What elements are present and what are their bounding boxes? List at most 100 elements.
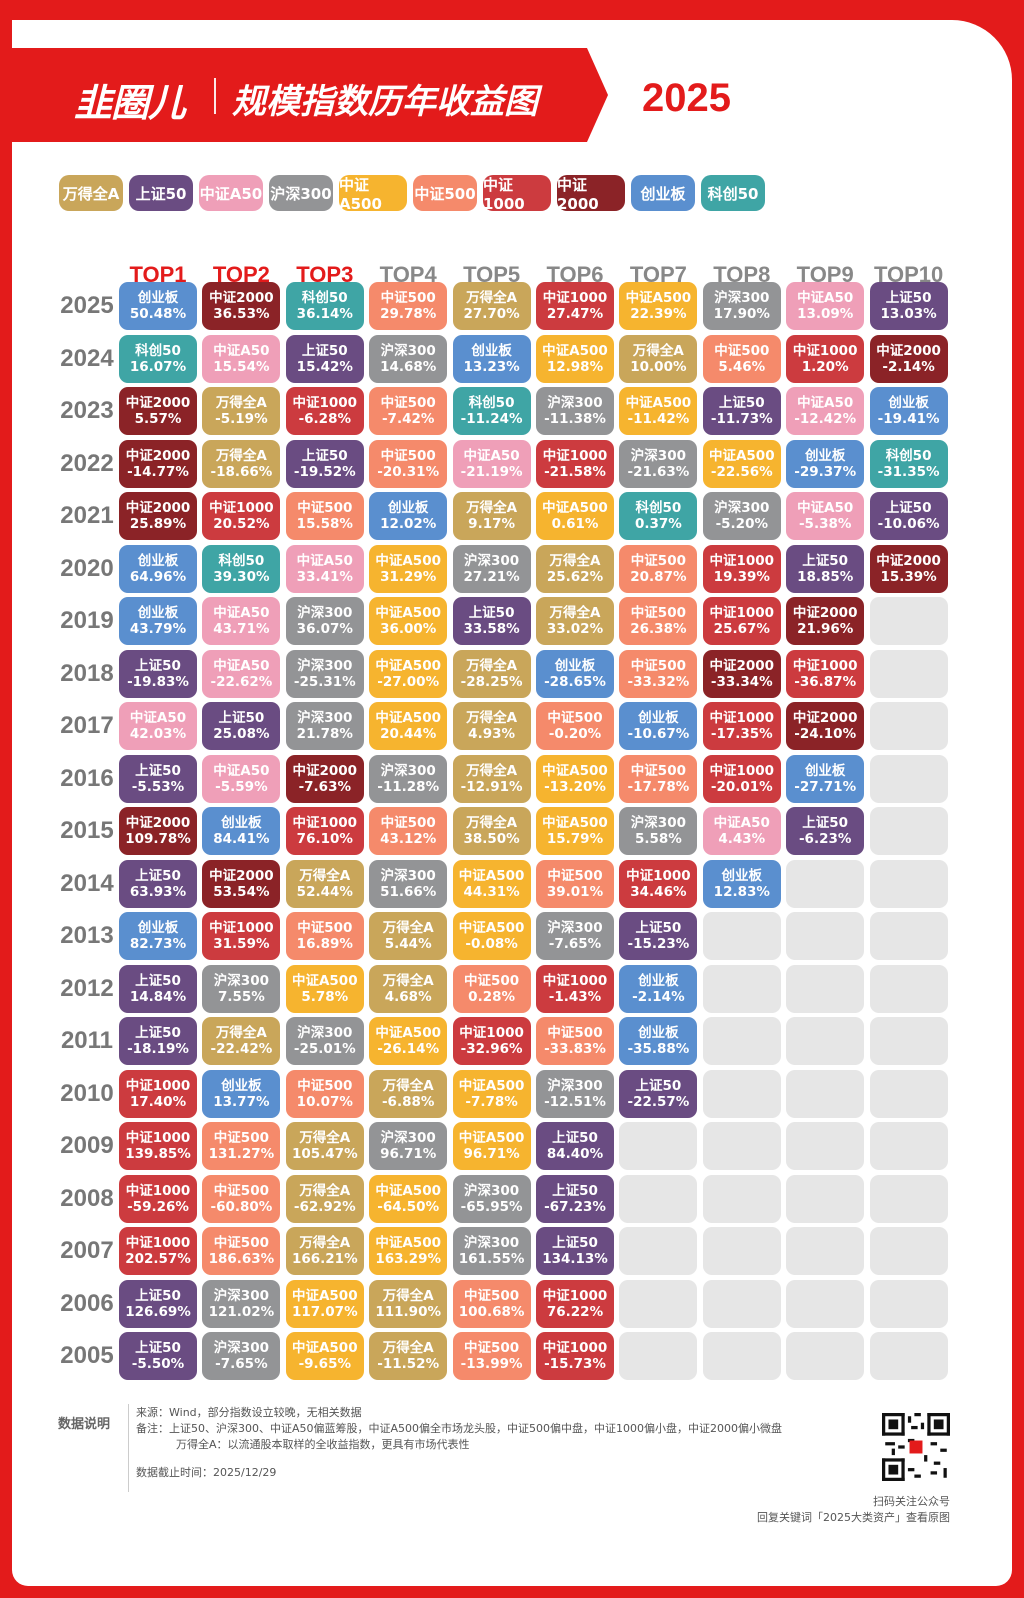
empty-cell xyxy=(869,1122,948,1170)
index-name: 沪深300 xyxy=(380,762,436,779)
index-return: 17.90% xyxy=(713,306,770,322)
index-return-cell: 创业板 82.73% xyxy=(119,912,197,960)
index-return-cell: 上证50 -18.19% xyxy=(119,1017,197,1065)
index-name: 万得全A xyxy=(382,920,434,936)
index-name: 创业板 xyxy=(638,710,679,726)
index-return-cell: 中证A50 -22.62% xyxy=(202,649,281,698)
index-return: -26.14% xyxy=(377,1041,440,1057)
index-return: -9.65% xyxy=(298,1356,352,1372)
index-return: -19.83% xyxy=(127,673,189,690)
index-return-cell: 万得全A 166.21% xyxy=(285,1227,364,1275)
index-return-cell: 沪深300 21.78% xyxy=(285,702,364,750)
index-return: -20.01% xyxy=(710,778,773,795)
index-name: 上证50 xyxy=(885,290,932,306)
index-return-cell: 中证2000 36.53% xyxy=(202,282,281,330)
index-return: 25.08% xyxy=(213,726,270,742)
index-return: 36.00% xyxy=(380,621,437,637)
index-return-cell: 创业板 -29.37% xyxy=(786,439,865,488)
index-return-cell: 中证500 10.07% xyxy=(285,1069,364,1118)
index-return: 26.38% xyxy=(630,621,687,637)
index-name: 万得全A xyxy=(466,290,518,306)
index-return-cell: 中证A50 13.09% xyxy=(786,282,865,330)
page-title: 规模指数历年收益图 xyxy=(232,82,538,122)
index-name: 中证1000 xyxy=(125,1182,191,1199)
index-return-cell: 中证2000 -24.10% xyxy=(786,702,865,750)
empty-cell xyxy=(869,1227,948,1275)
index-return: 34.46% xyxy=(630,883,687,900)
index-name: 中证A500 xyxy=(542,815,608,831)
index-name: 创业板 xyxy=(471,342,512,359)
index-name: 沪深300 xyxy=(380,342,436,359)
index-return-cell: 创业板 84.41% xyxy=(202,807,281,855)
index-name: 上证50 xyxy=(301,447,348,464)
index-name: 中证500 xyxy=(464,1340,520,1356)
empty-cell xyxy=(786,1069,865,1118)
index-name: 沪深300 xyxy=(464,1182,520,1199)
index-name: 创业板 xyxy=(387,500,429,516)
empty-cell xyxy=(786,964,865,1013)
index-return-cell: 中证A50 -5.38% xyxy=(786,492,865,540)
index-name: 创业板 xyxy=(721,867,763,884)
index-return: 0.61% xyxy=(551,516,599,532)
empty-cell xyxy=(702,1279,781,1328)
index-return-cell: 中证A500 -7.78% xyxy=(452,1069,531,1118)
index-return: 15.54% xyxy=(213,358,270,375)
index-return-cell: 中证A50 4.43% xyxy=(702,807,781,855)
qr-hint-2: 回复关键词「2025大类资产」查看原图 xyxy=(757,1511,950,1524)
index-return: 5.78% xyxy=(301,988,349,1005)
year-row-label: 2024 xyxy=(60,344,114,372)
index-return: -6.23% xyxy=(798,831,852,847)
index-return-cell: 沪深300 -25.31% xyxy=(285,649,364,698)
index-return-cell: 中证1000 -15.73% xyxy=(536,1332,614,1380)
index-name: 中证2000 xyxy=(125,815,191,831)
index-return: -22.57% xyxy=(627,1093,690,1110)
index-return-cell: 中证2000 25.89% xyxy=(119,492,197,540)
index-return-cell: 上证50 -19.83% xyxy=(119,649,197,698)
index-name: 创业板 xyxy=(554,657,596,674)
index-name: 中证A500 xyxy=(625,290,692,306)
index-name: 上证50 xyxy=(301,342,348,359)
index-return-cell: 万得全A 105.47% xyxy=(285,1122,364,1170)
empty-cell xyxy=(702,1122,781,1170)
index-name: 沪深300 xyxy=(297,1025,353,1041)
index-name: 万得全A xyxy=(215,447,267,464)
index-return: -24.10% xyxy=(794,726,857,742)
index-return-cell: 中证500 -20.31% xyxy=(369,439,448,488)
year-row-label: 2005 xyxy=(60,1342,114,1369)
index-return-cell: 中证2000 53.54% xyxy=(202,859,281,908)
index-name: 中证1000 xyxy=(709,762,775,779)
index-return-cell: 科创50 36.14% xyxy=(285,282,364,330)
index-name: 中证A500 xyxy=(458,920,525,936)
index-return-cell: 中证1000 31.59% xyxy=(202,912,281,960)
empty-cell xyxy=(702,912,781,960)
index-name: 中证A500 xyxy=(708,447,775,464)
legend-item: 创业板 xyxy=(631,175,695,211)
index-name: 万得全A xyxy=(466,500,518,516)
index-return-cell: 中证1000 -6.28% xyxy=(285,387,364,435)
index-return-cell: 沪深300 27.21% xyxy=(452,544,531,593)
index-return-cell: 上证50 84.40% xyxy=(536,1122,614,1170)
index-return-cell: 上证50 -5.50% xyxy=(119,1332,197,1380)
index-name: 万得全A xyxy=(215,395,267,411)
index-return-cell: 万得全A 27.70% xyxy=(452,282,531,330)
year-row-label: 2013 xyxy=(60,922,114,949)
index-return: -27.00% xyxy=(377,673,440,690)
index-return: 29.78% xyxy=(380,306,437,322)
index-return-cell: 万得全A 33.02% xyxy=(536,597,614,645)
index-return: 42.03% xyxy=(129,726,187,742)
index-return: 25.67% xyxy=(713,621,770,637)
index-return: 31.59% xyxy=(213,936,270,952)
year-row-label: 2020 xyxy=(60,554,114,582)
index-return: -22.56% xyxy=(710,463,773,480)
index-name: 中证A500 xyxy=(625,395,692,411)
index-name: 沪深300 xyxy=(464,552,520,569)
index-return: -27.71% xyxy=(794,778,857,795)
index-return-cell: 沪深300 51.66% xyxy=(369,859,448,908)
index-return-cell: 中证500 26.38% xyxy=(619,597,698,645)
index-name: 中证1000 xyxy=(125,1235,191,1251)
index-return-cell: 万得全A -62.92% xyxy=(285,1174,364,1223)
index-name: 中证A500 xyxy=(375,710,441,726)
index-return-cell: 万得全A 5.44% xyxy=(369,912,448,960)
index-return-cell: 中证500 0.28% xyxy=(452,964,531,1013)
index-return: 0.37% xyxy=(634,516,682,532)
